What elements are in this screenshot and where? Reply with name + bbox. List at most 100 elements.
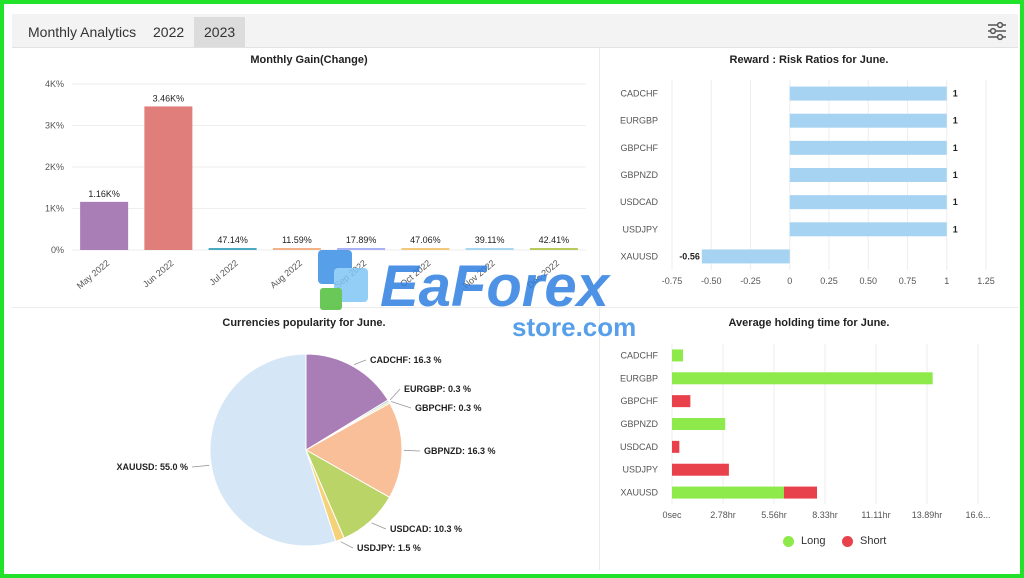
- x-tick-label: -0.75: [662, 276, 683, 286]
- x-tick-label: Jul 2022: [207, 258, 239, 288]
- pie-leader-line: [403, 449, 421, 452]
- legend-short-label: Short: [860, 535, 887, 547]
- x-tick-label: 1.25: [977, 276, 995, 286]
- y-tick-label: GBPCHF: [620, 396, 658, 406]
- legend-short[interactable]: Short: [842, 535, 886, 547]
- ratio-bar: [789, 222, 947, 237]
- y-tick-label: USDCAD: [620, 197, 659, 207]
- long-bar: [672, 372, 933, 385]
- gain-bar: [529, 248, 578, 250]
- ratio-bar: [789, 113, 947, 128]
- gain-bar: [80, 201, 129, 250]
- reward-risk-chart: -0.75 -0.50 -0.25 0 0.25 0.50 0.75 1 1.25 CADCHF 1…: [620, 80, 995, 286]
- long-bar: [672, 418, 726, 430]
- short-bar: [672, 440, 680, 453]
- x-tick-label: 0sec: [662, 510, 682, 520]
- legend-long[interactable]: Long: [783, 535, 825, 547]
- pie-slice-label: XAUUSD: 55.0 %: [116, 462, 188, 472]
- y-tick-label: 4K%: [45, 79, 64, 89]
- ratio-bar: [789, 140, 947, 155]
- gain-bar: [401, 248, 450, 250]
- y-tick-label: USDJPY: [622, 224, 658, 234]
- y-tick-label: EURGBP: [620, 116, 658, 126]
- pie-slice-label: GBPCHF: 0.3 %: [415, 403, 482, 413]
- pie-leader-line: [371, 522, 387, 530]
- x-tick-label: May 2022: [75, 258, 112, 291]
- legend-long-label: Long: [801, 535, 826, 547]
- currencies-title: Currencies popularity for June.: [222, 317, 386, 329]
- analytics-header: Monthly Analytics 2022 2023: [12, 14, 1018, 48]
- pie-leader-line: [389, 388, 401, 401]
- ratio-bar: [701, 249, 790, 264]
- panel-divider-vertical: [599, 48, 600, 570]
- pie-slice-label: EURGBP: 0.3 %: [404, 384, 471, 394]
- x-tick-label: 0.50: [859, 276, 877, 286]
- gain-bar-label: 3.46K%: [153, 93, 185, 103]
- ratio-bar: [789, 86, 947, 101]
- gain-bar-label: 1.16K%: [88, 189, 120, 199]
- x-tick-label: 11.11hr: [861, 510, 890, 520]
- y-tick-label: 3K%: [45, 121, 64, 131]
- y-tick-label: XAUUSD: [620, 488, 658, 498]
- pie-slice-label: CADCHF: 16.3 %: [370, 355, 442, 365]
- legend-long-dot: [783, 535, 794, 547]
- gain-bar-label: 11.59%: [282, 235, 312, 245]
- short-bar: [783, 486, 818, 499]
- y-tick-label: USDCAD: [620, 442, 659, 452]
- gain-bar-label: 42.41%: [539, 235, 570, 245]
- gain-bar: [208, 248, 257, 250]
- monthly-gain-title: Monthly Gain(Change): [250, 54, 368, 66]
- x-tick-label: Jun 2022: [141, 258, 176, 289]
- filter-settings-icon[interactable]: [986, 20, 1008, 42]
- holding-time-title: Average holding time for June.: [728, 317, 890, 329]
- holding-time-chart: 0sec 2.78hr 5.56hr 8.33hr 11.11hr 13.89hr 16.6…: [620, 344, 991, 520]
- ratio-bar: [789, 168, 947, 182]
- y-tick-label: EURGBP: [620, 373, 658, 383]
- tab-monthly-analytics[interactable]: Monthly Analytics: [28, 24, 137, 40]
- legend-short-dot: [842, 535, 853, 547]
- gain-bar-label: 39.11%: [475, 235, 505, 245]
- y-tick-label: USDJPY: [622, 465, 658, 475]
- y-tick-label: CADCHF: [621, 89, 659, 99]
- gain-bar: [465, 248, 514, 250]
- x-tick-label: -0.50: [701, 276, 722, 286]
- pie-leader-line: [340, 541, 354, 549]
- x-tick-label: 5.56hr: [761, 510, 787, 520]
- y-tick-label: CADCHF: [621, 350, 659, 360]
- eaforex-watermark-logo: EaForex store.com: [318, 250, 636, 342]
- pie-leader-line: [191, 464, 210, 468]
- tab-2023[interactable]: 2023: [194, 17, 246, 47]
- gain-bar-label: 47.06%: [410, 235, 441, 245]
- x-tick-label: 13.89hr: [912, 510, 943, 520]
- x-tick-label: Aug 2022: [268, 258, 304, 290]
- x-tick-label: 0.75: [899, 276, 917, 286]
- y-tick-label: 1K%: [45, 204, 64, 214]
- y-tick-label: GBPNZD: [620, 419, 658, 429]
- gain-bar: [144, 106, 193, 250]
- ratio-bar-label: 1: [953, 197, 958, 207]
- tab-2022[interactable]: 2022: [153, 24, 185, 40]
- ratio-bar: [789, 195, 947, 210]
- reward-risk-title: Reward : Risk Ratios for June.: [729, 54, 889, 66]
- pie-slice: [304, 402, 403, 498]
- monthly-gain-chart: 0% 1K% 2K% 3K% 4K% 1.16K% May 2022 3.46K% Jun 20…: [45, 79, 586, 291]
- ratio-bar-label: 1: [953, 89, 958, 99]
- x-tick-label: 0.25: [820, 276, 838, 286]
- short-bar: [672, 395, 691, 408]
- x-tick-label: 0: [787, 276, 792, 286]
- ratio-bar-label: 1: [953, 116, 958, 126]
- y-tick-label: GBPNZD: [620, 170, 658, 180]
- y-tick-label: XAUUSD: [620, 251, 658, 261]
- pie-leader-line: [353, 359, 367, 365]
- x-tick-label: 2.78hr: [710, 510, 736, 520]
- ratio-bar-label: 1: [953, 224, 958, 234]
- gain-bar-label: 47.14%: [217, 235, 248, 245]
- long-bar: [672, 349, 684, 362]
- gain-bar-label: 17.89%: [346, 235, 377, 245]
- pie-slice: [305, 353, 389, 451]
- currencies-pie-chart: CADCHF: 16.3 % EURGBP: 0.3 % GBPCHF: 0.3 %…: [116, 353, 496, 553]
- pie-leader-line: [391, 401, 412, 409]
- ratio-bar-label: 1: [953, 170, 958, 180]
- x-tick-label: 1: [944, 276, 949, 286]
